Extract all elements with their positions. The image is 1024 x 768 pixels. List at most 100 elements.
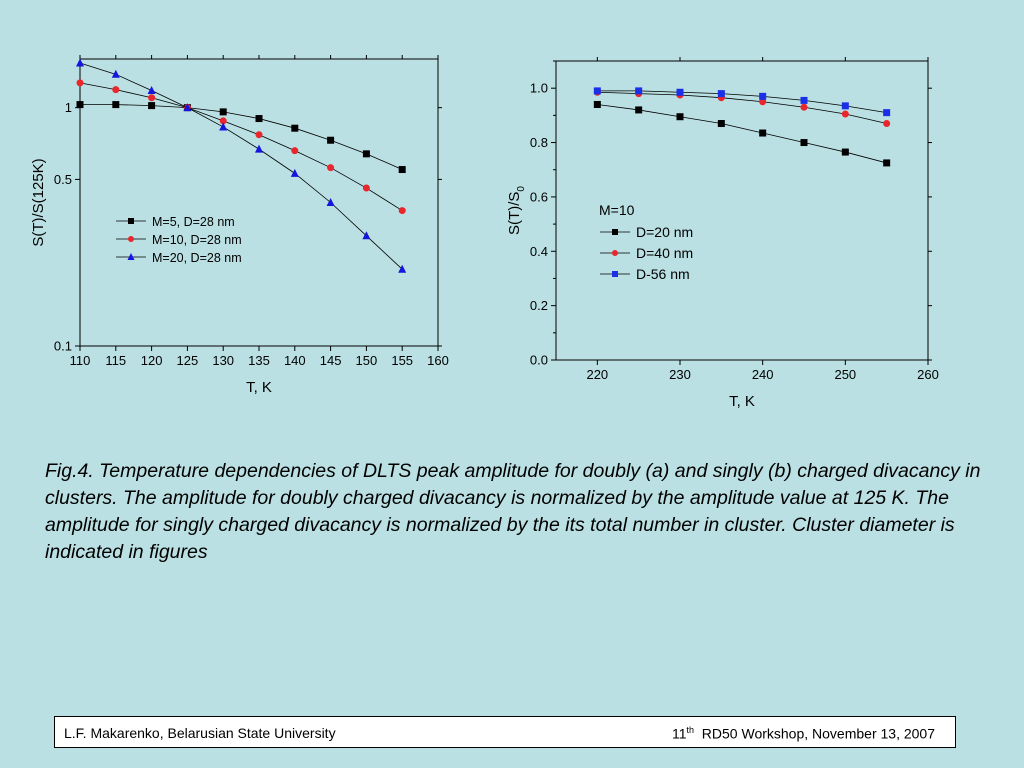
data-point [326,198,335,206]
legend-label: D-56 nm [636,266,690,282]
chart-panel-b: 220 230 240 250 260 0.0 0.2 0.4 0.6 0.8 1.0 T, K S(T… [506,57,939,410]
y-tick-label: 0.2 [530,298,548,313]
legend-marker [612,229,618,235]
footer-author: L.F. Makarenko, Belarusian State Univers… [64,725,336,741]
charts-area: 110 115 120 125 130 135 140 145 150 155 160 0.1 0.5 1… [30,55,939,410]
legend-label: M=5, D=28 nm [152,215,235,229]
legend-marker [128,236,134,242]
x-tick-label: 125 [177,353,199,368]
series-line [80,104,403,170]
data-point [800,103,808,111]
x-tick-label: 130 [212,353,234,368]
data-point [398,264,407,273]
data-point [327,136,335,144]
y-axis-label: S(T)/S(125K) [30,158,47,246]
footer-bar: L.F. Makarenko, Belarusian State Univers… [54,716,956,748]
data-point [362,184,370,192]
data-point [291,147,299,155]
data-point [676,113,684,121]
data-point [76,58,84,67]
x-tick-label: 240 [752,367,774,382]
y-axis-label: S(T)/S0 [506,186,527,235]
series-2 [76,58,407,273]
series-line [79,82,403,211]
data-point [362,150,370,158]
series-0 [593,100,891,167]
x-tick-label: 260 [917,367,939,382]
data-point [593,87,601,95]
y-axis-label-subscript: 0 [516,186,527,192]
footer-event-number: 11 [671,725,687,742]
y-tick-label: 0.0 [530,353,548,368]
data-point [635,87,643,95]
data-point [759,92,767,100]
series-line [597,90,887,114]
legend-title: M=10 [599,202,635,218]
data-point [883,109,891,117]
data-point [635,106,643,114]
data-point [112,101,120,109]
x-tick-label: 145 [320,353,342,368]
data-point [841,102,849,110]
chart-panel-a: 110 115 120 125 130 135 140 145 150 155 160 0.1 0.5 1… [30,55,449,396]
data-point [219,108,227,116]
y-tick-label: 0.1 [54,339,72,354]
data-point [112,86,120,94]
data-point [255,115,263,123]
legend: M=5, D=28 nm M=10, D=28 nm M=20, D=28 nm [116,215,242,265]
series-line [597,91,887,124]
data-point [219,122,228,131]
legend-marker [128,218,134,224]
data-point [147,86,156,95]
data-point [883,120,891,128]
x-tick-label: 135 [248,353,270,368]
data-point [255,144,263,153]
data-point [717,120,725,128]
legend-label: D=20 nm [636,224,693,240]
plot-frame [79,58,439,347]
series-2 [593,87,891,117]
x-tick-label: 230 [669,367,691,382]
data-point [362,231,371,240]
data-point [255,131,263,139]
data-point [841,110,849,118]
data-point [219,117,227,125]
data-point [883,159,891,167]
footer-event-sup: th [686,725,695,735]
data-point [759,129,767,137]
x-axis-label: T, K [246,379,272,396]
figure-caption: Fig.4. Temperature dependencies of DLTS … [45,460,981,563]
data-point [327,164,335,172]
x-axis-label: T, K [729,393,755,410]
data-point [183,103,192,112]
x-tick-label: 115 [105,353,126,368]
y-tick-label: 0.6 [530,189,548,204]
x-tick-label: 140 [284,353,306,368]
x-tick-label: 110 [70,353,91,368]
x-tick-label: 250 [834,367,856,382]
y-tick-label: 1 [65,100,72,115]
x-tick-label: 160 [427,353,449,368]
data-point [111,69,120,78]
footer-event: 11th RD50 Workshop, November 13, 2007 [672,725,935,742]
series-1 [76,79,406,215]
legend: M=10D=20 nm D=40 nm D-56 nm [599,202,693,282]
data-point [148,94,156,102]
legend-label: M=20, D=28 nm [152,251,242,265]
y-tick-label: 0.8 [530,135,548,150]
data-point [76,101,84,109]
data-point [841,148,849,156]
y-tick-label: 1.0 [530,81,548,96]
data-point [291,124,299,132]
data-point [398,166,406,174]
data-point [593,100,601,108]
x-tick-label: 220 [586,367,608,382]
x-tick-label: 150 [356,353,378,368]
series-line [79,62,403,270]
data-point [148,102,156,110]
legend-marker [612,271,618,277]
data-point [759,98,767,106]
x-tick-label: 155 [391,353,413,368]
data-point [290,168,299,177]
data-point [717,90,725,98]
